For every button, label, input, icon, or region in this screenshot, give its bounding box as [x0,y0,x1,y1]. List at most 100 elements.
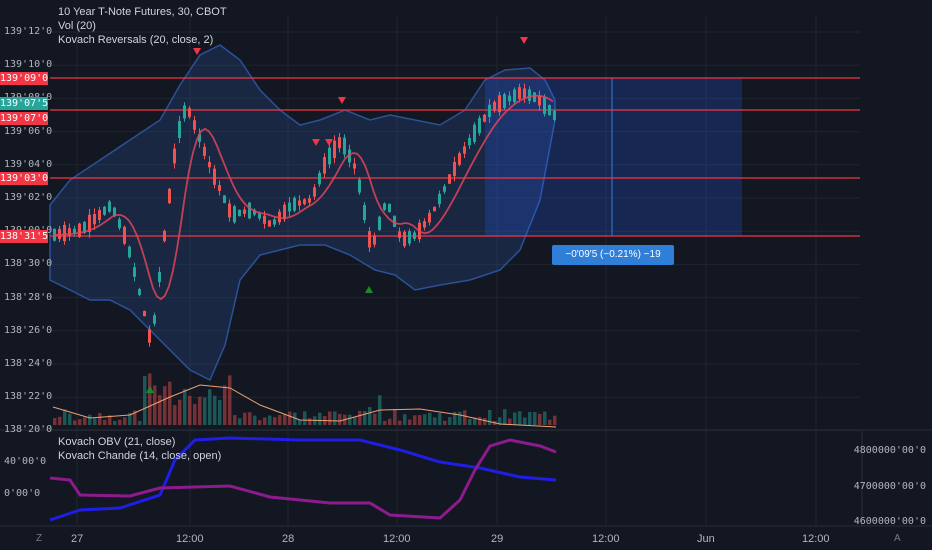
price-axis-label: 138'20'0 [4,424,53,436]
candle-body [238,209,241,217]
candle-body [233,206,236,223]
candle-body [223,195,226,204]
volume-bar [168,381,172,425]
candle-body [468,138,471,146]
volume-bar [413,415,417,425]
candle-body [158,271,161,283]
volume-legend[interactable]: Vol (20) [58,20,96,32]
candle-body [553,111,556,120]
candle-body [163,230,166,242]
volume-bar [548,419,552,425]
volume-bar [128,412,132,425]
candle-body [98,210,101,220]
reversal-down-icon [520,37,528,44]
lower-right-axis-label: 4600000'00'0 [853,516,926,527]
volume-bar [183,388,187,425]
volume-bar [113,420,117,425]
candle-body [88,214,91,232]
volume-bar [418,415,422,425]
candle-body [508,95,511,102]
candle-body [343,137,346,155]
candle-body [448,174,451,184]
obv-legend[interactable]: Kovach OBV (21, close) [58,436,176,448]
time-axis-label: 27 [71,533,84,545]
volume-bar [483,418,487,425]
candle-body [108,201,111,212]
candle-body [503,94,506,109]
volume-bar [428,412,432,425]
volume-bar [223,385,227,425]
chande-legend[interactable]: Kovach Chande (14, close, open) [58,450,222,462]
candle-body [373,235,376,245]
volume-bar [543,411,547,425]
price-axis-label: 138'30'0 [4,258,53,270]
volume-bar [73,420,77,425]
volume-bar [178,399,182,425]
candle-body [183,105,186,119]
candle-body [483,114,486,122]
candle-body [493,101,496,111]
volume-bar [193,404,197,425]
volume-bar [143,376,147,425]
volume-bar [163,386,167,425]
zoom-button[interactable]: Z [36,533,43,544]
volume-bar [123,417,127,425]
volume-bar [248,412,252,425]
candle-body [273,219,276,225]
candle-body [78,223,81,238]
volume-bar [288,411,292,425]
volume-bar [448,417,452,425]
lower-axis-label: 0'00'0 [4,488,41,499]
volume-bar [273,417,277,425]
candle-body [188,108,191,117]
volume-bar [233,415,237,425]
candle-body [383,203,386,210]
volume-bar [488,409,492,425]
candle-body [523,88,526,98]
price-axis-label: 138'24'0 [4,358,53,369]
candle-body [368,231,371,248]
candle-body [328,147,331,165]
candle-body [433,206,436,212]
volume-bar [308,418,312,425]
time-axis-label: 29 [491,533,504,545]
volume-bar [263,417,267,425]
price-tag: 139'07'5 [0,97,49,110]
volume-bar [278,415,282,425]
candle-body [118,219,121,229]
volume-bar [98,413,102,425]
candle-body [68,228,71,237]
candle-body [463,146,466,154]
price-tag: 138'31'5 [0,230,49,243]
volume-bar [138,420,142,425]
candle-body [123,226,126,244]
volume-bar [363,410,367,425]
candle-body [103,206,106,215]
reversals-legend[interactable]: Kovach Reversals (20, close, 2) [58,34,214,46]
reversal-down-icon [193,48,201,55]
volume-bar [218,399,222,425]
volume-bar [268,415,272,425]
volume-bar [373,413,377,425]
symbol-title[interactable]: 10 Year T-Note Futures, 30, CBOT [58,6,227,18]
candle-body [318,172,321,185]
volume-bar [213,395,217,425]
candle-body [538,96,541,106]
volume-bar [203,397,207,425]
volume-bar [158,395,162,425]
volume-bar [63,409,67,425]
candle-body [83,222,86,233]
candle-body [473,124,476,142]
candle-body [363,205,366,221]
candle-body [323,157,326,174]
volume-bar [553,415,557,425]
candle-body [148,329,151,343]
auto-scale-button[interactable]: A [894,533,901,544]
candle-body [398,231,401,238]
price-tag: 139'03'0 [0,172,49,185]
candle-body [208,162,211,168]
volume-bar [398,420,402,425]
price-tag: 139'07'0 [0,112,49,125]
volume-bar [443,420,447,425]
